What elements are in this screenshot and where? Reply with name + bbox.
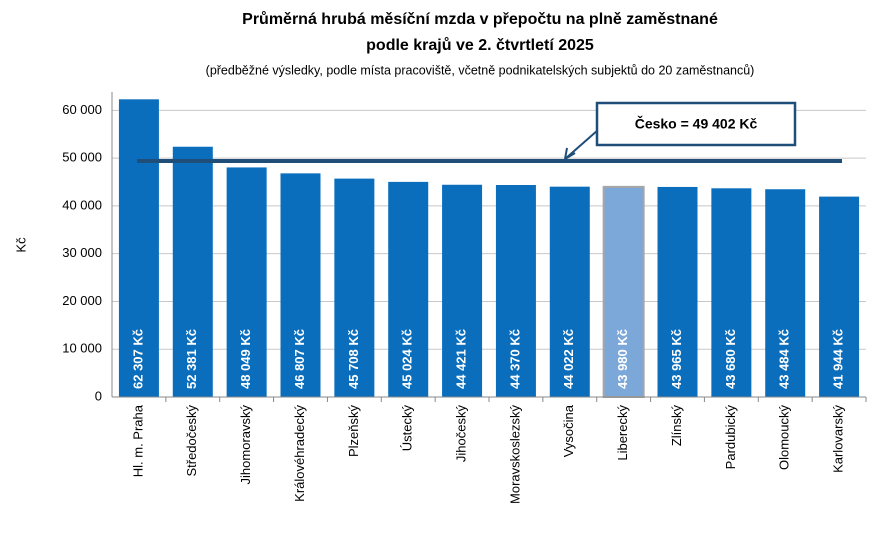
x-tick-label: Liberecký: [615, 405, 630, 461]
value-label: 45 708 Kč: [346, 329, 361, 389]
bar: [442, 184, 483, 397]
bar: [711, 188, 752, 397]
bar: [495, 185, 536, 397]
chart-title: podle krajů ve 2. čtvrtletí 2025: [366, 37, 594, 54]
value-label: 62 307 Kč: [130, 329, 145, 389]
value-label: 43 980 Kč: [615, 329, 630, 389]
bar: [280, 173, 321, 397]
value-label: 46 807 Kč: [292, 329, 307, 389]
x-tick-label: Jihočeský: [454, 405, 469, 463]
x-tick-label: Ústecký: [400, 405, 415, 452]
bar: [819, 196, 860, 397]
value-label: 43 965 Kč: [669, 329, 684, 389]
x-tick-label: Pardubický: [723, 405, 738, 470]
bar: [765, 189, 806, 397]
y-tick-label: 20 000: [62, 293, 102, 308]
x-tick-label: Vysočina: [561, 404, 576, 457]
callout-label: Česko = 49 402 Kč: [635, 115, 758, 132]
bar: [602, 185, 645, 398]
bar: [118, 99, 159, 397]
bar: [549, 186, 590, 397]
callout-box: [595, 101, 797, 147]
x-tick-label: Karlovarský: [831, 405, 846, 473]
x-tick-label: Moravskoslezský: [507, 405, 522, 504]
x-tick-label: Hl. m. Praha: [130, 404, 145, 477]
x-tick-label: Středočeský: [184, 405, 199, 477]
value-label: 44 022 Kč: [561, 329, 576, 389]
bar: [657, 186, 698, 397]
value-label: 43 484 Kč: [777, 329, 792, 389]
callout-arrow: [564, 129, 599, 160]
x-tick-label: Zlínský: [669, 405, 684, 447]
chart-subtitle: (předběžné výsledky, podle místa pracovi…: [206, 63, 755, 77]
value-label: 52 381 Kč: [184, 329, 199, 389]
x-tick-label: Jihomoravský: [238, 405, 253, 485]
callout-arrowhead: [564, 147, 576, 160]
y-tick-label: 0: [95, 388, 102, 403]
value-label: 41 944 Kč: [831, 329, 846, 389]
x-tick-label: Olomoucký: [777, 405, 792, 471]
value-label: 44 421 Kč: [454, 329, 469, 389]
bar: [172, 146, 213, 397]
value-label: 43 680 Kč: [723, 329, 738, 389]
value-label: 45 024 Kč: [400, 329, 415, 389]
y-tick-label: 50 000: [62, 150, 102, 165]
value-label: 44 370 Kč: [507, 329, 522, 389]
bar: [334, 178, 375, 397]
y-tick-label: 60 000: [62, 102, 102, 117]
value-label: 48 049 Kč: [238, 329, 253, 389]
x-tick-label: Plzeňský: [346, 405, 361, 458]
y-tick-label: 30 000: [62, 245, 102, 260]
y-tick-label: 40 000: [62, 197, 102, 212]
chart-title: Průměrná hrubá měsíční mzda v přepočtu n…: [242, 11, 718, 28]
x-tick-label: Královéhradecký: [292, 405, 307, 502]
bar: [226, 167, 267, 397]
y-axis-label: Kč: [13, 237, 28, 253]
bar: [388, 181, 429, 397]
y-tick-label: 10 000: [62, 341, 102, 356]
